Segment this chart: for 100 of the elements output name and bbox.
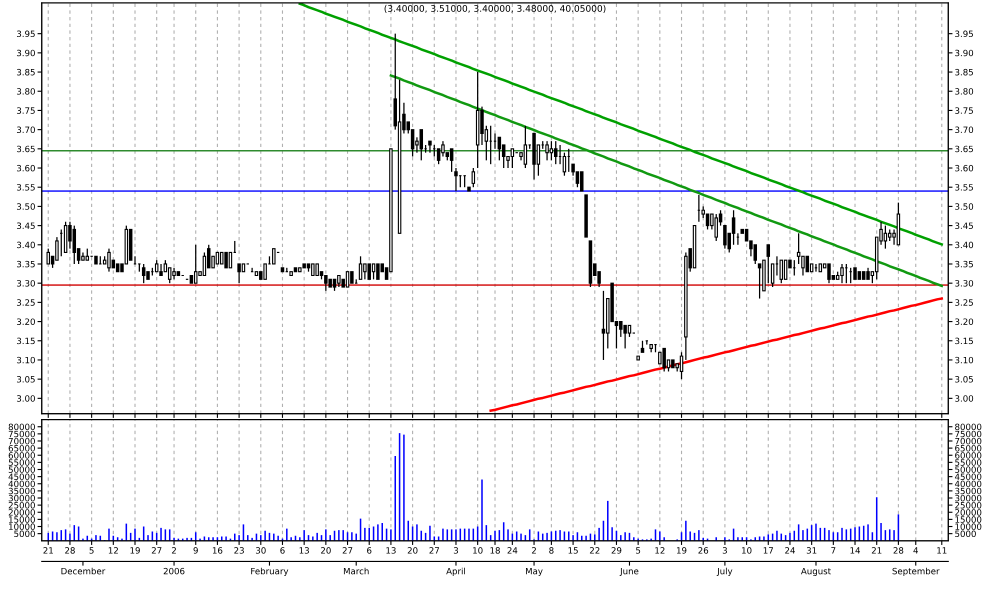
x-tick-label: 20: [408, 547, 418, 554]
y-tick-label: 35000: [8, 488, 35, 494]
x-tick-label: 21: [872, 547, 882, 554]
x-tick-label: 27: [429, 547, 440, 554]
x-tick-label: 12: [108, 547, 118, 554]
x-tick-label: 6: [367, 547, 372, 554]
y2-tick-label: 3.50: [955, 203, 974, 210]
y-tick-label: 3.15: [16, 338, 35, 344]
y-tick-label: 3.80: [16, 88, 35, 95]
y2-tick-label: 3.05: [955, 376, 973, 383]
x-tick-label: 10: [742, 547, 752, 554]
y2-tick-label: 30000: [955, 494, 982, 502]
category-label: March: [344, 568, 369, 574]
x-tick-label: 18: [490, 547, 500, 554]
x-tick-label: 19: [676, 547, 686, 554]
y-tick-label: 3.30: [16, 280, 35, 287]
x-tick-label: 15: [568, 547, 578, 554]
category-label: 2006: [164, 568, 184, 574]
y2-tick-label: 3.90: [955, 50, 974, 56]
x-tick-label: 17: [764, 547, 774, 554]
y2-tick-label: 35000: [955, 488, 982, 494]
x-tick-label: 9: [194, 547, 198, 554]
x-tick-label: 12: [655, 547, 664, 554]
y-tick-label: 75000: [8, 430, 35, 438]
y-tick-label: 3.35: [16, 260, 35, 268]
y-tick-label: 40000: [8, 480, 35, 488]
y2-tick-label: 25000: [955, 502, 982, 509]
y2-tick-label: 3.95: [955, 30, 973, 38]
y2-tick-label: 75000: [955, 430, 982, 438]
y-tick-label: 50000: [8, 466, 35, 473]
y2-tick-label: 3.65: [955, 146, 973, 152]
y2-tick-label: 3.70: [955, 126, 974, 134]
y-tick-label: 10000: [9, 523, 35, 530]
category-label: April: [446, 568, 466, 576]
y2-tick-label: 3.85: [955, 68, 973, 76]
chart-title: (3.40000, 3.51000, 3.40000, 3.48000, 40.05000): [384, 4, 606, 13]
y-tick-label: 3.65: [16, 146, 35, 152]
x-tick-label: 31: [806, 547, 816, 554]
x-tick-label: 11: [937, 547, 946, 554]
x-tick-label: 5: [636, 547, 640, 554]
y-tick-label: 3.05: [16, 376, 35, 383]
y2-tick-label: 3.00: [955, 395, 974, 402]
y2-tick-label: 3.55: [955, 184, 973, 191]
y-tick-label: 3.85: [16, 68, 35, 76]
y2-tick-label: 3.60: [955, 164, 974, 172]
y-tick-label: 3.45: [16, 222, 35, 229]
y-tick-label: 3.55: [16, 184, 35, 191]
y-tick-label: 5000: [14, 530, 35, 538]
category-label: July: [716, 568, 732, 576]
y-tick-label: 70000: [8, 438, 35, 444]
x-tick-label: 5: [90, 547, 94, 554]
y2-tick-label: 3.75: [955, 107, 973, 114]
x-tick-label: 2: [172, 547, 176, 554]
x-tick-label: 28: [65, 547, 75, 554]
x-tick-label: 29: [612, 547, 622, 554]
x-tick-label: 23: [234, 547, 244, 554]
category-label: August: [800, 568, 831, 576]
y2-tick-label: 50000: [955, 466, 982, 473]
y-tick-label: 3.95: [16, 30, 35, 38]
y-tick-label: 60000: [8, 452, 35, 459]
y-tick-label: 65000: [8, 445, 35, 452]
y2-tick-label: 45000: [954, 474, 982, 480]
y-tick-label: 3.60: [16, 164, 35, 172]
y-tick-label: 3.25: [16, 299, 35, 306]
y2-tick-label: 70000: [955, 438, 982, 444]
y2-tick-label: 65000: [955, 445, 982, 452]
x-tick-label: 28: [894, 547, 904, 554]
y2-tick-label: 3.25: [955, 299, 973, 306]
x-tick-label: 3: [454, 547, 458, 554]
y-tick-label: 3.20: [16, 318, 35, 325]
category-label: May: [526, 568, 543, 576]
y-tick-label: 80000: [8, 424, 35, 430]
x-tick-label: 4: [913, 547, 918, 554]
y-tick-label: 3.75: [16, 107, 35, 114]
x-tick-label: 6: [280, 547, 285, 554]
x-tick-label: 24: [785, 547, 795, 554]
y2-tick-label: 40000: [954, 480, 982, 488]
y2-tick-label: 20000: [955, 509, 982, 516]
x-tick-label: 7: [831, 547, 836, 554]
y2-tick-label: 3.45: [955, 222, 973, 229]
y2-tick-label: 3.15: [955, 338, 973, 344]
y2-tick-label: 55000: [955, 459, 982, 466]
y-tick-label: 25000: [8, 502, 35, 509]
y2-tick-label: 3.35: [955, 260, 973, 268]
y2-tick-label: 10000: [955, 523, 982, 530]
x-tick-label: 27: [342, 547, 352, 554]
y2-tick-label: 3.10: [955, 356, 974, 364]
y-tick-label: 20000: [8, 509, 35, 516]
y-tick-label: 55000: [8, 459, 35, 466]
y-tick-label: 3.00: [16, 395, 35, 402]
x-tick-label: 13: [386, 547, 396, 554]
x-tick-label: 16: [212, 547, 222, 554]
y-tick-label: 3.70: [16, 126, 35, 134]
y2-tick-label: 60000: [955, 452, 982, 459]
y-tick-label: 45000: [8, 474, 35, 480]
category-label: February: [251, 568, 288, 576]
category-label: June: [620, 568, 638, 576]
y2-tick-label: 3.80: [955, 88, 974, 95]
x-tick-label: 20: [321, 547, 331, 554]
x-tick-label: 30: [256, 547, 266, 554]
